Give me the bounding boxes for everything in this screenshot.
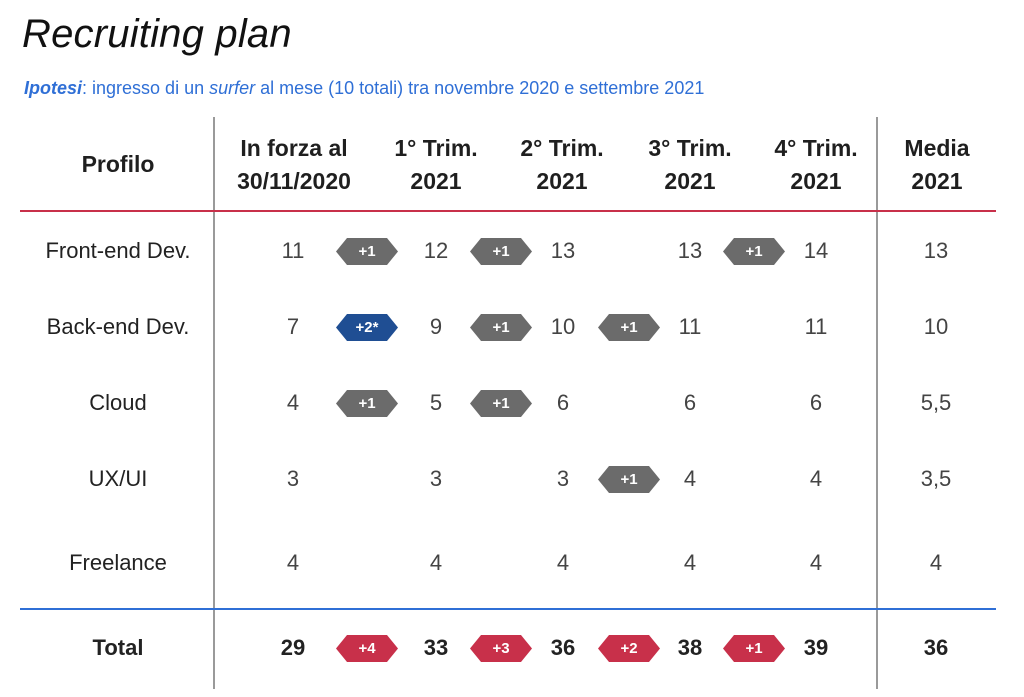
total-label: Total	[92, 635, 144, 660]
header-col3: 3° Trim. 2021	[648, 135, 732, 194]
table-cell: 4	[809, 550, 823, 575]
increment-badge: +1	[723, 238, 785, 265]
total-avg-cell: 36	[923, 635, 949, 660]
page-title: Recruiting plan	[22, 12, 292, 56]
table-cell: 11	[804, 314, 828, 339]
table-cell: 11	[281, 238, 305, 263]
header-divider	[20, 210, 996, 212]
subtitle: Ipotesi: ingresso di un surfer al mese (…	[24, 78, 704, 99]
total-cell: 39	[803, 635, 829, 660]
table-cell: 4	[286, 390, 300, 415]
table-cell: 6	[683, 390, 697, 415]
increment-badge: +1	[470, 238, 532, 265]
subtitle-lead: Ipotesi	[24, 78, 83, 98]
subtitle-em: surfer	[209, 78, 256, 98]
total-cell: 36	[550, 635, 576, 660]
table-cell: 4	[683, 550, 697, 575]
divider-right	[876, 117, 878, 689]
table-cell: 3	[286, 466, 300, 491]
increment-badge: +1	[598, 466, 660, 493]
increment-badge: +1	[470, 314, 532, 341]
table-cell: 13	[550, 238, 576, 263]
header-col2: 2° Trim. 2021	[520, 135, 604, 194]
table-cell: 4	[809, 466, 823, 491]
table-cell: 14	[803, 238, 829, 263]
increment-badge: +1	[470, 390, 532, 417]
table-cell: 12	[423, 238, 449, 263]
subtitle-part2: al mese (10 totali) tra novembre 2020 e …	[255, 78, 705, 98]
table-cell: 11	[678, 314, 702, 339]
row-label: Cloud	[89, 390, 147, 415]
header-col0: In forza al 30/11/2020	[237, 135, 351, 194]
total-increment-badge: +4	[336, 635, 398, 662]
table-cell: 4	[286, 550, 300, 575]
table-cell: 6	[556, 390, 570, 415]
avg-cell: 5,5	[920, 390, 952, 415]
row-label: UX/UI	[88, 466, 148, 491]
table-cell: 4	[683, 466, 697, 491]
total-cell: 33	[423, 635, 449, 660]
total-cell: 38	[677, 635, 703, 660]
table-cell: 4	[556, 550, 570, 575]
total-cell: 29	[280, 635, 306, 660]
avg-cell: 4	[929, 550, 943, 575]
total-increment-badge: +1	[723, 635, 785, 662]
row-label: Front-end Dev.	[45, 238, 191, 263]
header-profile: Profilo	[81, 151, 155, 177]
header-avg: Media 2021	[904, 135, 970, 194]
divider-left	[213, 117, 215, 689]
table-cell: 4	[429, 550, 443, 575]
table-cell: 9	[429, 314, 443, 339]
table-cell: 13	[677, 238, 703, 263]
total-increment-badge: +3	[470, 635, 532, 662]
row-label: Freelance	[69, 550, 167, 575]
header-col1: 1° Trim. 2021	[394, 135, 478, 194]
table-cell: 3	[429, 466, 443, 491]
table-cell: 5	[429, 390, 443, 415]
total-divider	[20, 608, 996, 610]
increment-badge: +1	[336, 238, 398, 265]
header-col4: 4° Trim. 2021	[774, 135, 858, 194]
avg-cell: 3,5	[920, 466, 952, 491]
avg-cell: 10	[923, 314, 949, 339]
increment-badge: +1	[598, 314, 660, 341]
table-cell: 6	[809, 390, 823, 415]
avg-cell: 13	[923, 238, 949, 263]
table-cell: 10	[550, 314, 576, 339]
table-cell: 3	[556, 466, 570, 491]
total-increment-badge: +2	[598, 635, 660, 662]
row-label: Back-end Dev.	[46, 314, 190, 339]
increment-badge: +2*	[336, 314, 398, 341]
table-cell: 7	[286, 314, 300, 339]
increment-badge: +1	[336, 390, 398, 417]
subtitle-part1: : ingresso di un	[82, 78, 210, 98]
